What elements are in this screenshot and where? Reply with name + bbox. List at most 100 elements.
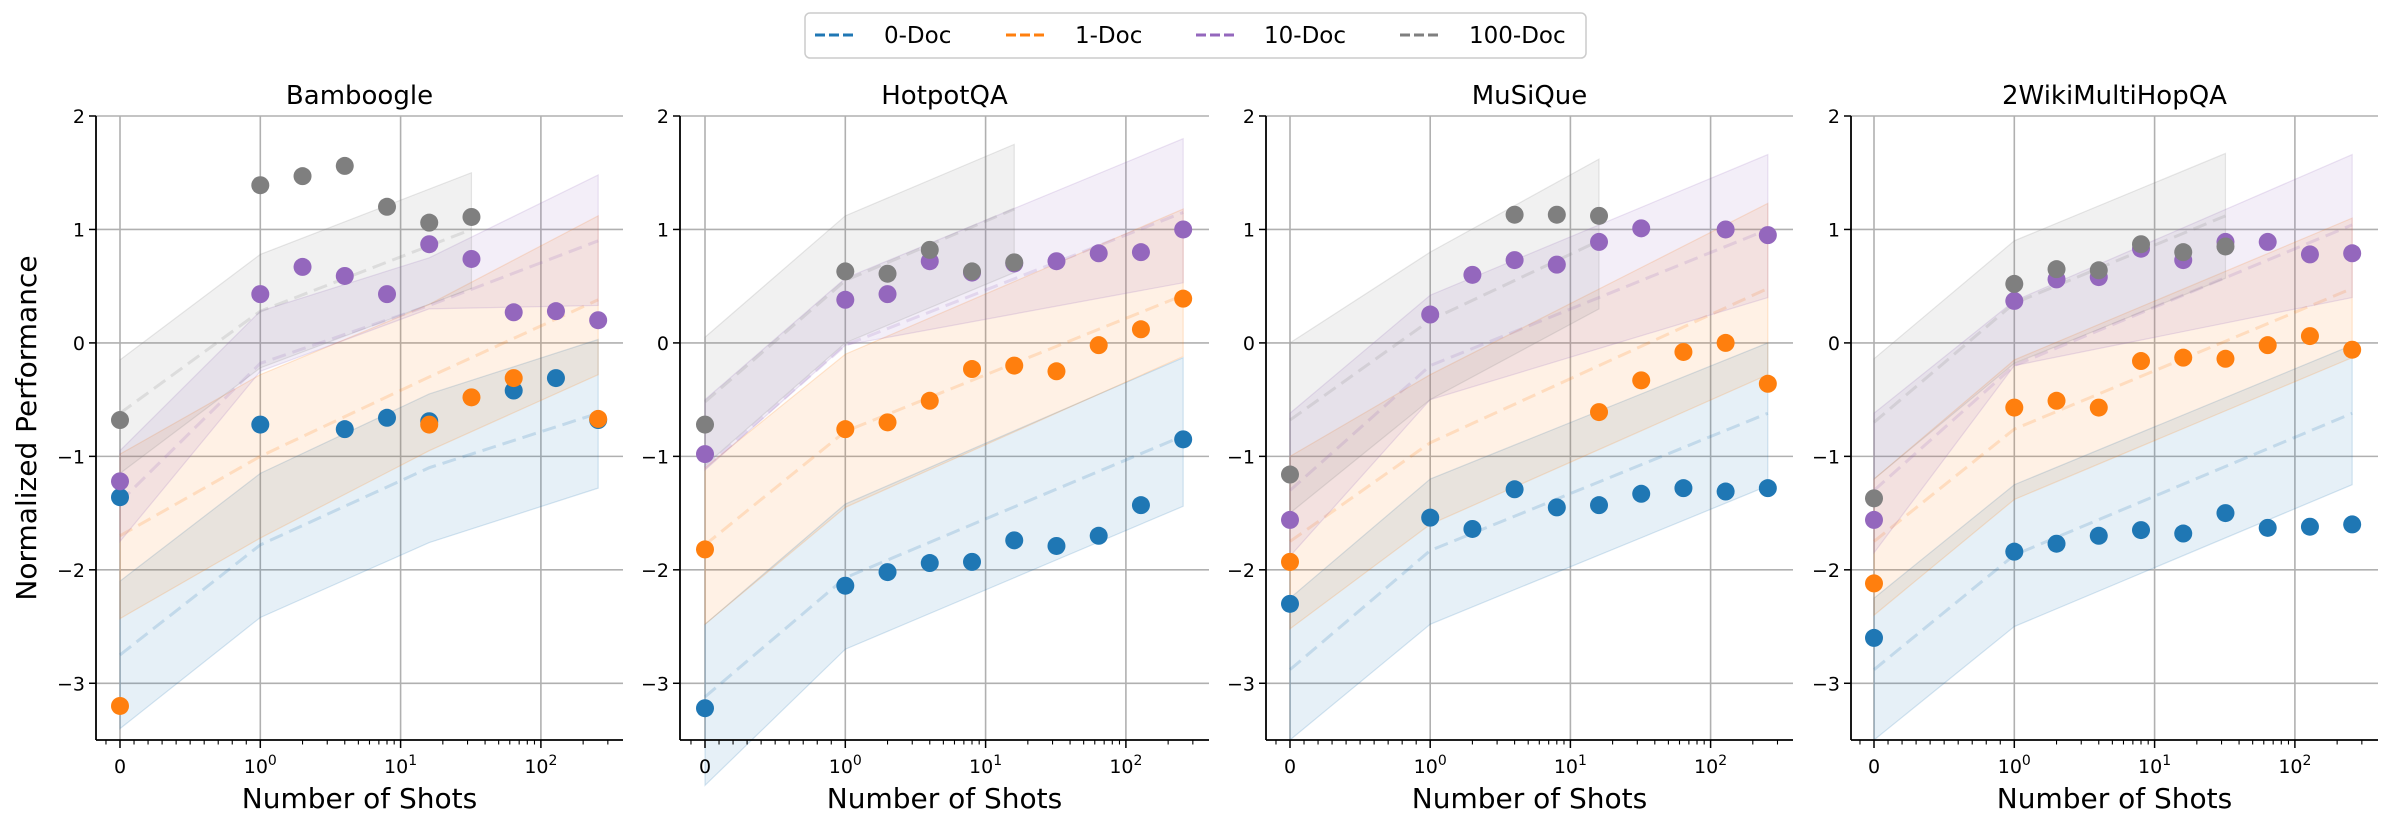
point-0-doc: [2174, 524, 2193, 543]
point-0-doc: [2343, 515, 2362, 534]
point-10-doc: [1547, 255, 1566, 274]
mean-line-0-doc: [1289, 411, 1769, 671]
point-0-doc: [1421, 508, 1440, 527]
point-10-doc: [1716, 220, 1735, 239]
point-0-doc: [1758, 479, 1777, 498]
point-1-doc: [462, 388, 481, 407]
x-tick-label: 100: [1998, 753, 2031, 778]
point-1-doc: [504, 369, 523, 388]
point-100-doc: [1547, 205, 1566, 224]
legend-label-100-doc: 100-Doc: [1469, 23, 1566, 49]
point-10-doc: [251, 285, 270, 304]
point-0-doc: [2300, 517, 2319, 536]
x-tick-label: 0: [114, 756, 126, 778]
point-1-doc: [1005, 356, 1024, 375]
series-1-doc: [1865, 327, 2362, 593]
band-100-doc: [1873, 152, 2227, 481]
point-10-doc: [836, 290, 855, 309]
x-tick-label: 102: [524, 753, 557, 778]
y-tick-label: −2: [1227, 560, 1255, 582]
x-axis-title: Number of Shots: [1997, 782, 2232, 815]
legend-entry-1-doc: 1-Doc: [1006, 23, 1142, 49]
point-0-doc: [2089, 526, 2108, 545]
point-0-doc: [1716, 482, 1735, 501]
x-tick-label: 101: [384, 753, 417, 778]
point-10-doc: [1047, 252, 1066, 271]
point-10-doc: [1758, 226, 1777, 245]
point-1-doc: [920, 391, 939, 410]
x-tick-label: 100: [244, 753, 277, 778]
point-1-doc: [1716, 333, 1735, 352]
x-tick-label: 0: [699, 756, 711, 778]
series-10-doc: [1281, 219, 1777, 529]
point-1-doc: [1865, 574, 1883, 593]
point-100-doc: [420, 213, 439, 232]
point-10-doc: [589, 311, 608, 330]
point-0-doc: [1674, 479, 1693, 498]
panel-2wikimultihopqa: 2 1 0 −1 −2 −3 0 100 101 102 2WikiMultiHopQA Number…: [1812, 81, 2378, 815]
point-1-doc: [1674, 342, 1693, 361]
point-0-doc: [1174, 430, 1193, 449]
legend-label-10-doc: 10-Doc: [1264, 23, 1346, 49]
point-0-doc: [696, 699, 714, 718]
point-1-doc: [2005, 398, 2024, 417]
x-tick-label: 101: [1554, 753, 1587, 778]
y-tick-label: −2: [57, 560, 85, 582]
point-1-doc: [1758, 374, 1777, 393]
point-0-doc: [111, 488, 129, 507]
point-100-doc: [963, 262, 982, 281]
point-10-doc: [293, 257, 312, 276]
point-10-doc: [2258, 232, 2277, 251]
mean-line-10-doc: [704, 211, 1184, 469]
confidence-bands: [704, 137, 1184, 787]
mean-line-1-doc: [1873, 287, 2353, 543]
point-1-doc: [1047, 362, 1066, 381]
point-100-doc: [293, 167, 312, 186]
point-100-doc: [1590, 206, 1609, 225]
y-tick-label: −3: [641, 673, 669, 695]
point-0-doc: [2258, 518, 2277, 537]
panel-title: MuSiQue: [1472, 81, 1588, 111]
x-tick-label: 100: [829, 753, 862, 778]
mean-line-10-doc: [1873, 223, 2353, 492]
series-10-doc: [111, 235, 608, 491]
series-0-doc: [696, 430, 1193, 718]
data-points: [696, 220, 1193, 718]
point-1-doc: [1590, 403, 1609, 422]
point-0-doc: [1131, 496, 1150, 515]
point-1-doc: [420, 415, 439, 434]
point-100-doc: [1281, 465, 1299, 484]
y-tick-label: 2: [1828, 106, 1840, 128]
point-100-doc: [2132, 235, 2151, 254]
point-1-doc: [1281, 552, 1299, 571]
point-10-doc: [1505, 251, 1524, 270]
point-10-doc: [378, 285, 397, 304]
mean-line-10-doc: [118, 239, 599, 503]
x-tick-label: 102: [2278, 753, 2311, 778]
y-tick-label: −1: [1227, 446, 1255, 468]
data-points: [111, 156, 608, 715]
x-axis-title: Number of Shots: [242, 782, 477, 815]
y-tick-label: 1: [1243, 219, 1255, 241]
point-100-doc: [111, 411, 129, 430]
point-10-doc: [2005, 291, 2024, 310]
point-1-doc: [696, 540, 714, 559]
point-10-doc: [335, 266, 354, 285]
point-1-doc: [2258, 336, 2277, 355]
point-1-doc: [589, 409, 608, 428]
mean-line-0-doc: [704, 434, 1184, 699]
point-1-doc: [111, 696, 129, 715]
x-tick-label: 101: [2138, 753, 2171, 778]
point-10-doc: [1281, 510, 1299, 529]
legend-label-1-doc: 1-Doc: [1075, 23, 1142, 49]
point-10-doc: [1174, 220, 1193, 239]
point-0-doc: [920, 554, 939, 573]
point-0-doc: [1463, 519, 1482, 538]
point-100-doc: [2216, 237, 2235, 256]
y-tick-label: −3: [1812, 673, 1840, 695]
point-10-doc: [1131, 243, 1150, 262]
point-0-doc: [1005, 531, 1024, 550]
point-0-doc: [2047, 534, 2066, 553]
series-0-doc: [1865, 504, 2362, 647]
